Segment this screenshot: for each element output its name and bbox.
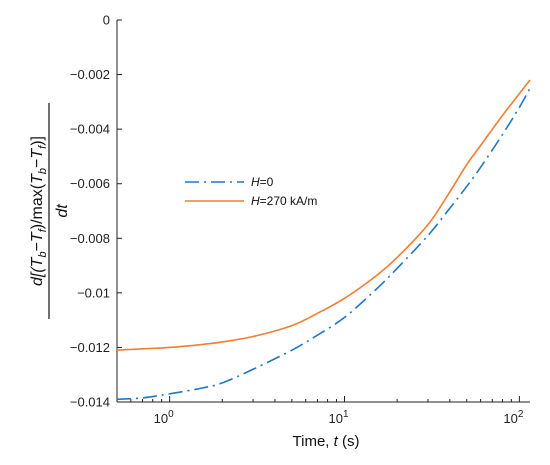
y-tick-label: 0 (103, 13, 110, 28)
y-tick-label: −0.006 (70, 176, 110, 191)
legend-entry-0: H=0 (251, 175, 274, 189)
x-axis-label: Time, t (s) (293, 433, 360, 450)
y-tick-label: −0.008 (70, 231, 110, 246)
series-layer (116, 79, 531, 401)
y-tick-label: −0.004 (70, 122, 110, 137)
y-axis-label-numerator: d[(Tb−Tf)/max(Tb−Tf)] (29, 136, 49, 286)
y-tick-label: −0.012 (70, 340, 110, 355)
x-tick-label: 101 (328, 409, 348, 426)
axis-labels: Time, t (s) d[(Tb−Tf)/max(Tb−Tf)] dt (29, 103, 359, 450)
legend: H=0 H=270 kA/m (185, 175, 317, 208)
y-tick-label: −0.014 (70, 395, 110, 410)
legend-entry-1: H=270 kA/m (251, 194, 317, 208)
y-tick-label: −0.01 (77, 285, 110, 300)
y-tick-label: −0.002 (70, 67, 110, 82)
series-line-0 (116, 87, 531, 401)
series-line-1 (116, 79, 531, 351)
y-axis-label: d[(Tb−Tf)/max(Tb−Tf)] dt (29, 103, 71, 319)
x-tick-label: 102 (503, 409, 523, 426)
axes: 0 −0.002 −0.004 −0.006 −0.008 −0.01 −0.012 −0.0… (70, 13, 530, 426)
y-axis-label-denominator: dt (54, 204, 71, 218)
x-tick-label: 100 (154, 409, 174, 426)
